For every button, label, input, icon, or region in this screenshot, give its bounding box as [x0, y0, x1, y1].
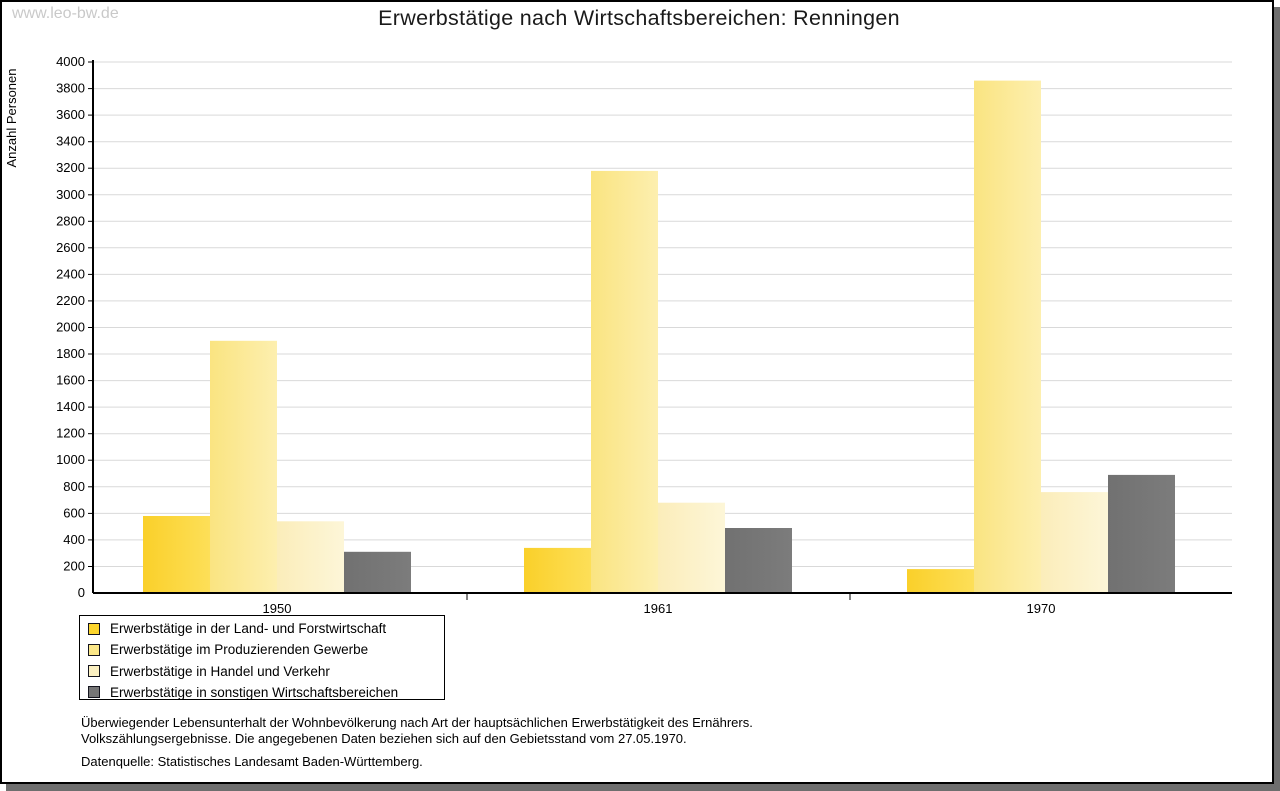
svg-text:4000: 4000 — [56, 54, 85, 69]
svg-text:1950: 1950 — [263, 601, 292, 616]
svg-text:2200: 2200 — [56, 293, 85, 308]
svg-text:2000: 2000 — [56, 320, 85, 335]
svg-text:400: 400 — [63, 532, 85, 547]
svg-text:3400: 3400 — [56, 134, 85, 149]
svg-text:1400: 1400 — [56, 399, 85, 414]
svg-text:1200: 1200 — [56, 426, 85, 441]
svg-text:3800: 3800 — [56, 81, 85, 96]
svg-text:800: 800 — [63, 479, 85, 494]
svg-text:1600: 1600 — [56, 373, 85, 388]
svg-text:1961: 1961 — [644, 601, 673, 616]
svg-text:200: 200 — [63, 559, 85, 574]
svg-text:3000: 3000 — [56, 187, 85, 202]
svg-text:600: 600 — [63, 505, 85, 520]
svg-text:2600: 2600 — [56, 240, 85, 255]
svg-text:1000: 1000 — [56, 452, 85, 467]
svg-text:2800: 2800 — [56, 213, 85, 228]
svg-text:1800: 1800 — [56, 346, 85, 361]
svg-text:3200: 3200 — [56, 160, 85, 175]
svg-text:1970: 1970 — [1027, 601, 1056, 616]
svg-text:3600: 3600 — [56, 107, 85, 122]
svg-text:0: 0 — [78, 585, 85, 600]
svg-text:2400: 2400 — [56, 266, 85, 281]
